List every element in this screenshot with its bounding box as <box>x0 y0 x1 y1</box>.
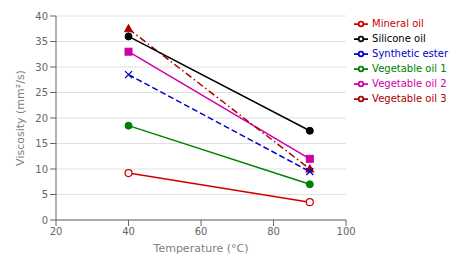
svg-text:0: 0 <box>42 215 48 226</box>
svg-text:20: 20 <box>50 226 63 237</box>
html-text:Vegetable oil 2: Vegetable oil 2 <box>372 78 447 89</box>
svg-text:15: 15 <box>35 138 48 149</box>
svg-text:Viscosity (mm²/s): Viscosity (mm²/s) <box>14 70 27 166</box>
html-text:Synthetic ester: Synthetic ester <box>372 48 448 59</box>
html-text:Silicone oil: Silicone oil <box>372 33 426 44</box>
html-text:Vegetable oil 1: Vegetable oil 1 <box>372 63 447 74</box>
svg-text:100: 100 <box>337 226 356 237</box>
html-text:Vegetable oil 3: Vegetable oil 3 <box>372 93 447 104</box>
svg-text:80: 80 <box>267 226 280 237</box>
svg-text:40: 40 <box>122 226 135 237</box>
html-text:Mineral oil: Mineral oil <box>372 18 424 29</box>
svg-text:35: 35 <box>35 36 48 47</box>
svg-text:Temperature (°C): Temperature (°C) <box>153 242 249 255</box>
svg-text:5: 5 <box>42 189 48 200</box>
svg-text:30: 30 <box>35 62 48 73</box>
svg-text:25: 25 <box>35 87 48 98</box>
svg-text:20: 20 <box>35 113 48 124</box>
svg-text:60: 60 <box>195 226 208 237</box>
svg-text:40: 40 <box>35 11 48 22</box>
svg-text:10: 10 <box>35 164 48 175</box>
